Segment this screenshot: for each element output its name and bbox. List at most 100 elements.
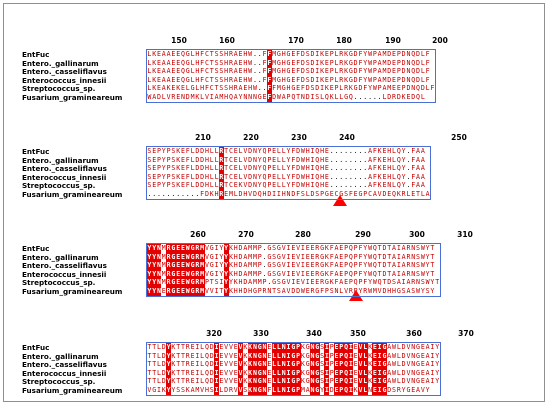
residue: F: [296, 67, 301, 76]
residue: E: [296, 84, 301, 93]
residue: E: [272, 172, 277, 181]
residue: M: [199, 287, 205, 296]
residue: S: [219, 50, 224, 58]
residue: V: [406, 351, 411, 360]
residue: A: [416, 172, 421, 181]
residue: Q: [204, 360, 209, 369]
residue: E: [238, 58, 243, 67]
residue: N: [406, 58, 411, 67]
residue: A: [382, 84, 387, 93]
residue: L: [396, 377, 401, 386]
residue: A: [243, 261, 248, 270]
residue: Y: [223, 261, 229, 271]
residue: N: [180, 93, 185, 101]
residue: E: [171, 67, 176, 76]
residue: M: [161, 252, 166, 261]
residue: D: [382, 287, 387, 295]
residue: M: [382, 67, 387, 76]
residue: D: [416, 58, 421, 67]
residue: G: [257, 386, 263, 395]
residue: R: [218, 181, 224, 191]
residue: .: [339, 172, 344, 181]
residue: V: [224, 360, 229, 369]
position-number: 360: [406, 329, 422, 338]
residue: G: [382, 377, 387, 387]
residue: H: [195, 67, 200, 76]
residue: E: [176, 58, 181, 67]
position-number: 290: [355, 230, 371, 239]
residue: A: [334, 261, 339, 270]
residue: L: [157, 368, 161, 377]
species-label: Entero._gallinarum: [22, 155, 99, 165]
residue: N: [156, 287, 162, 296]
residue: D: [248, 181, 253, 190]
residue: W: [420, 261, 425, 270]
residue: V: [281, 252, 286, 261]
residue: G: [190, 252, 195, 262]
residue: N: [252, 147, 257, 155]
residue: V: [243, 172, 248, 181]
residue: .: [363, 164, 368, 173]
residue: T: [272, 287, 277, 295]
residue: T: [430, 244, 435, 252]
residue: D: [209, 360, 214, 369]
species-label: Enterococcus_innesii: [22, 172, 107, 182]
residue: Q: [291, 93, 296, 101]
residue: P: [257, 269, 262, 278]
residue: D: [161, 360, 166, 369]
species-label: Fusarium_gramineareum: [22, 386, 123, 395]
residue: E: [180, 269, 186, 279]
residue: I: [214, 351, 219, 361]
residue: N: [252, 377, 258, 387]
residue: W: [276, 93, 281, 101]
residue: E: [267, 343, 272, 351]
residue: W: [300, 181, 305, 190]
residue: V: [228, 360, 233, 369]
residue: P: [372, 50, 377, 58]
residue: N: [411, 252, 416, 261]
residue: Q: [204, 368, 209, 377]
residue: Y: [219, 269, 224, 278]
residue: G: [290, 360, 296, 370]
residue: Y: [401, 386, 406, 394]
residue: L: [420, 50, 425, 58]
residue: A: [420, 155, 425, 164]
residue: D: [416, 67, 421, 76]
residue: A: [425, 368, 430, 377]
residue: K: [209, 190, 214, 198]
residue: G: [290, 343, 296, 352]
residue: W: [300, 155, 305, 164]
residue: P: [267, 164, 272, 173]
residue: A: [368, 147, 373, 155]
residue: S: [392, 278, 397, 287]
residue: I: [286, 244, 291, 252]
residue: H: [281, 67, 286, 76]
residue: L: [339, 84, 344, 93]
residue: W: [368, 252, 373, 261]
residue: E: [329, 84, 334, 93]
residue: G: [209, 252, 214, 261]
residue: K: [320, 58, 325, 67]
residue: P: [338, 368, 344, 378]
residue: A: [166, 50, 171, 58]
residue: N: [156, 269, 162, 279]
residue: H: [320, 164, 325, 173]
residue: E: [305, 252, 310, 261]
residue: A: [401, 252, 406, 261]
residue: N: [411, 377, 416, 386]
residue: G: [314, 351, 320, 361]
residue: L: [200, 360, 205, 369]
residue: .: [348, 172, 353, 181]
residue: .: [334, 155, 339, 164]
residue: Y: [425, 269, 430, 278]
residue: K: [300, 368, 305, 377]
residue: V: [204, 93, 209, 101]
species-label: Streptococcus_sp.: [22, 181, 96, 191]
residue: I: [348, 343, 354, 352]
residue: S: [147, 172, 152, 181]
residue: Q: [315, 181, 320, 190]
residue: S: [180, 386, 185, 394]
residue: F: [320, 287, 325, 295]
residue: R: [218, 164, 224, 174]
residue: D: [387, 50, 392, 58]
